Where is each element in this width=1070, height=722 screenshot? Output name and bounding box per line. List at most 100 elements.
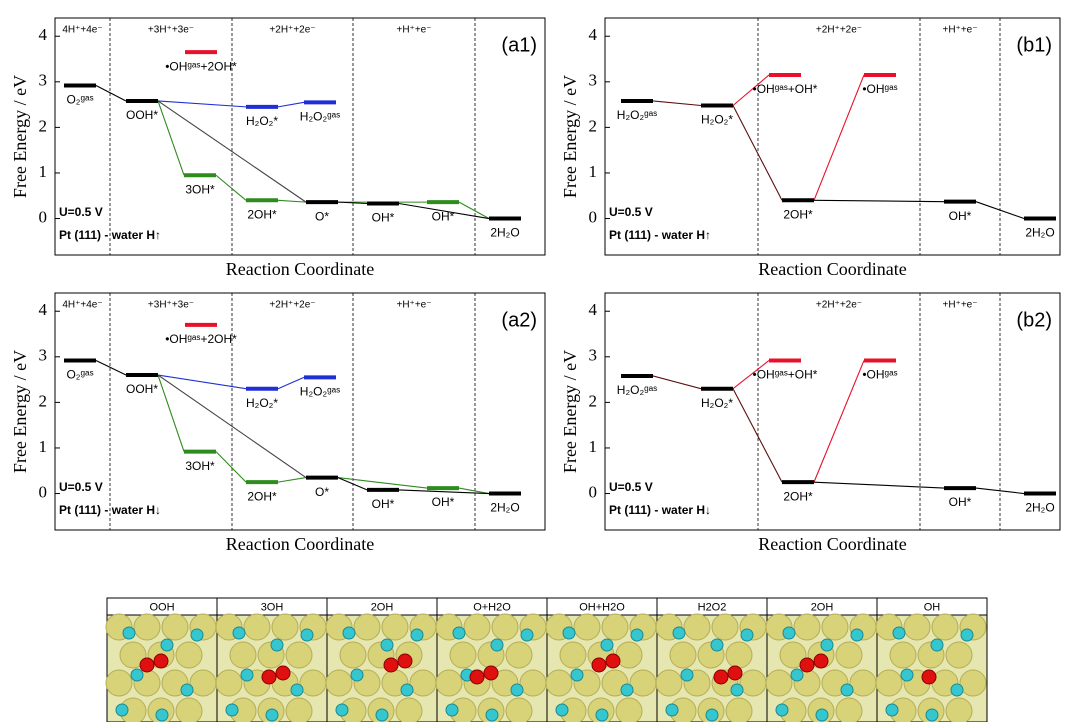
o-water bbox=[931, 639, 943, 651]
snapshot: OH+H2O bbox=[546, 598, 657, 722]
panel-title: (a1) bbox=[501, 34, 537, 56]
o-adsorbate bbox=[606, 654, 620, 668]
y-axis-label: Free Energy / eV bbox=[560, 350, 580, 473]
o-water bbox=[571, 669, 583, 681]
o-water bbox=[491, 639, 503, 651]
energy-panel: +2H⁺+2e⁻+H⁺+e⁻01234Free Energy / eVReact… bbox=[560, 18, 1060, 279]
level-label: 2OH* bbox=[783, 489, 813, 503]
o-adsorbate bbox=[592, 658, 606, 672]
y-tick-label: 0 bbox=[589, 207, 598, 226]
level-label: OH* bbox=[949, 495, 972, 509]
y-tick-label: 1 bbox=[589, 162, 598, 181]
connector bbox=[278, 200, 306, 202]
level-label: OOH* bbox=[126, 108, 158, 122]
o-water bbox=[411, 629, 423, 641]
level-label: OH* bbox=[432, 209, 455, 223]
pt-atom bbox=[272, 614, 298, 640]
step-label: +3H⁺+3e⁻ bbox=[148, 25, 194, 36]
figure: 4H⁺+4e⁻+3H⁺+3e⁻+2H⁺+2e⁻+H⁺+e⁻01234Free E… bbox=[0, 0, 1070, 722]
pt-atom bbox=[326, 670, 352, 696]
snapshot-label: OH+H2O bbox=[579, 601, 625, 613]
pt-atom bbox=[726, 642, 752, 668]
pt-atom bbox=[740, 670, 766, 696]
o-water bbox=[681, 669, 693, 681]
o-water bbox=[783, 627, 795, 639]
pt-atom bbox=[616, 698, 642, 722]
pt-atom bbox=[602, 614, 628, 640]
level-label: 3OH* bbox=[185, 182, 215, 196]
connector bbox=[158, 375, 246, 389]
pt-atom bbox=[134, 614, 160, 640]
snapshot: H2O2 bbox=[656, 598, 767, 722]
connector bbox=[216, 175, 246, 200]
connector bbox=[96, 360, 126, 375]
level-label: OH* bbox=[949, 209, 972, 223]
o-water bbox=[161, 639, 173, 651]
pt-atom bbox=[396, 698, 422, 722]
level-label: 2H₂O bbox=[1025, 226, 1054, 240]
snapshot: OH bbox=[876, 598, 987, 722]
level-label: O* bbox=[315, 209, 329, 223]
level-label: O₂ᵍᵃˢ bbox=[66, 93, 93, 107]
level-label: H₂O₂* bbox=[246, 396, 278, 410]
pt-atom bbox=[106, 670, 132, 696]
level-label: H₂O₂ᵍᵃˢ bbox=[300, 109, 340, 123]
pt-atom bbox=[670, 642, 696, 668]
level-label: OOH* bbox=[126, 382, 158, 396]
o-water bbox=[453, 627, 465, 639]
level-label: O₂ᵍᵃˢ bbox=[66, 368, 93, 382]
x-axis-label: Reaction Coordinate bbox=[226, 259, 374, 279]
o-water bbox=[401, 684, 413, 696]
connector bbox=[733, 106, 782, 201]
o-water bbox=[951, 684, 963, 696]
o-water bbox=[226, 704, 238, 716]
o-water bbox=[116, 704, 128, 716]
level-label: •OHᵍᵃˢ bbox=[862, 368, 897, 382]
o-water bbox=[741, 629, 753, 641]
level-label: 2OH* bbox=[783, 207, 813, 221]
o-water bbox=[446, 704, 458, 716]
o-adsorbate bbox=[814, 654, 828, 668]
o-water bbox=[601, 639, 613, 651]
y-tick-label: 4 bbox=[39, 300, 48, 319]
y-tick-label: 3 bbox=[39, 71, 48, 90]
level-label: 2OH* bbox=[247, 489, 277, 503]
y-tick-label: 2 bbox=[589, 391, 598, 410]
pt-atom bbox=[616, 642, 642, 668]
pt-atom bbox=[176, 698, 202, 722]
panel-title: (b1) bbox=[1016, 34, 1052, 56]
o-water bbox=[486, 709, 498, 721]
o-water bbox=[706, 709, 718, 721]
o-water bbox=[181, 684, 193, 696]
panel-title: (b2) bbox=[1016, 309, 1052, 331]
pt-atom bbox=[506, 698, 532, 722]
connector bbox=[653, 376, 701, 389]
y-tick-label: 4 bbox=[589, 300, 598, 319]
pt-atom bbox=[850, 670, 876, 696]
o-water bbox=[291, 684, 303, 696]
connector bbox=[216, 452, 246, 483]
level-label: O* bbox=[315, 485, 329, 499]
pt-atom bbox=[450, 642, 476, 668]
pt-atom bbox=[230, 642, 256, 668]
o-adsorbate bbox=[140, 658, 154, 672]
level-label: 3OH* bbox=[185, 459, 215, 473]
pt-atom bbox=[766, 670, 792, 696]
step-label: 4H⁺+4e⁻ bbox=[62, 300, 102, 311]
connector bbox=[278, 102, 304, 107]
step-label: +H⁺+e⁻ bbox=[396, 300, 431, 311]
plot-frame bbox=[605, 18, 1060, 255]
pt-atom bbox=[560, 642, 586, 668]
y-tick-label: 0 bbox=[589, 482, 598, 501]
o-adsorbate bbox=[398, 654, 412, 668]
level-label: •OHᵍᵃˢ+2OH* bbox=[165, 59, 237, 73]
annotation: Pt (111) - water H↓ bbox=[59, 503, 161, 517]
o-water bbox=[556, 704, 568, 716]
energy-panel: 4H⁺+4e⁻+3H⁺+3e⁻+2H⁺+2e⁻+H⁺+e⁻01234Free E… bbox=[10, 293, 545, 554]
o-water bbox=[381, 639, 393, 651]
o-water bbox=[961, 629, 973, 641]
level-label: •OHᵍᵃˢ+2OH* bbox=[165, 332, 237, 346]
y-tick-label: 2 bbox=[39, 391, 48, 410]
panel-title: (a2) bbox=[501, 309, 537, 331]
pt-atom bbox=[684, 614, 710, 640]
